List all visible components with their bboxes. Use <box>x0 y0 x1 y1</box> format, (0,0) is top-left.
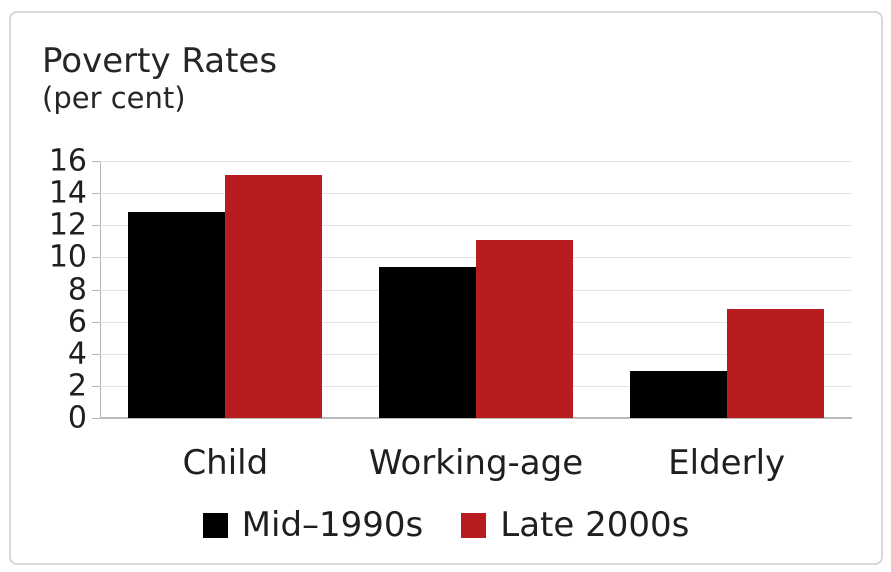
y-axis-tick <box>92 161 100 162</box>
y-tick-label: 2 <box>67 368 87 404</box>
y-tick-label: 8 <box>67 272 87 307</box>
legend-swatch-icon <box>461 512 487 538</box>
chart-frame: Poverty Rates (per cent) 0 2 4 6 8 10 12 14 16 C… <box>9 11 883 565</box>
y-axis-tick <box>92 289 100 291</box>
chart-subtitle: (per cent) <box>42 81 186 115</box>
y-axis-tick <box>92 418 100 419</box>
bar-child-late2000s <box>225 175 323 418</box>
legend-item: Mid–1990s <box>202 505 424 545</box>
legend-label: Late 2000s <box>500 505 690 545</box>
y-tick-label: 16 <box>48 143 87 179</box>
bar-elderly-late2000s <box>726 308 824 418</box>
x-axis-labels: Child Working-age Elderly <box>100 443 852 483</box>
gridline <box>100 161 852 162</box>
legend-swatch-icon <box>202 512 228 538</box>
y-axis-tick <box>92 225 100 227</box>
x-category-label: Elderly <box>668 443 786 483</box>
legend-label: Mid–1990s <box>241 505 424 545</box>
y-tick-label: 10 <box>48 239 87 275</box>
x-axis-baseline <box>100 417 852 419</box>
x-category-label: Child <box>182 443 269 483</box>
chart-title: Poverty Rates <box>42 41 278 81</box>
gridline <box>100 193 852 195</box>
y-tick-label: 12 <box>48 207 87 243</box>
y-axis-tick <box>92 353 100 355</box>
legend: Mid–1990s Late 2000s <box>11 505 881 545</box>
gridline <box>100 225 852 227</box>
plot-area: 0 2 4 6 8 10 12 14 16 <box>49 144 852 436</box>
bar-child-mid1990s <box>128 212 226 418</box>
y-axis-tick <box>92 193 100 195</box>
bar-working-age-mid1990s <box>379 267 476 418</box>
y-tick-label: 6 <box>67 304 87 340</box>
legend-item: Late 2000s <box>461 505 689 545</box>
y-tick-label: 0 <box>67 400 87 436</box>
bar-elderly-mid1990s <box>629 371 727 418</box>
y-tick-label: 14 <box>48 175 87 211</box>
y-axis-tick <box>92 257 100 259</box>
y-axis-tick <box>92 321 100 323</box>
y-tick-label: 4 <box>67 336 87 372</box>
bar-working-age-late2000s <box>476 239 573 418</box>
x-category-label: Working-age <box>368 443 584 483</box>
y-axis-tick <box>92 385 100 387</box>
